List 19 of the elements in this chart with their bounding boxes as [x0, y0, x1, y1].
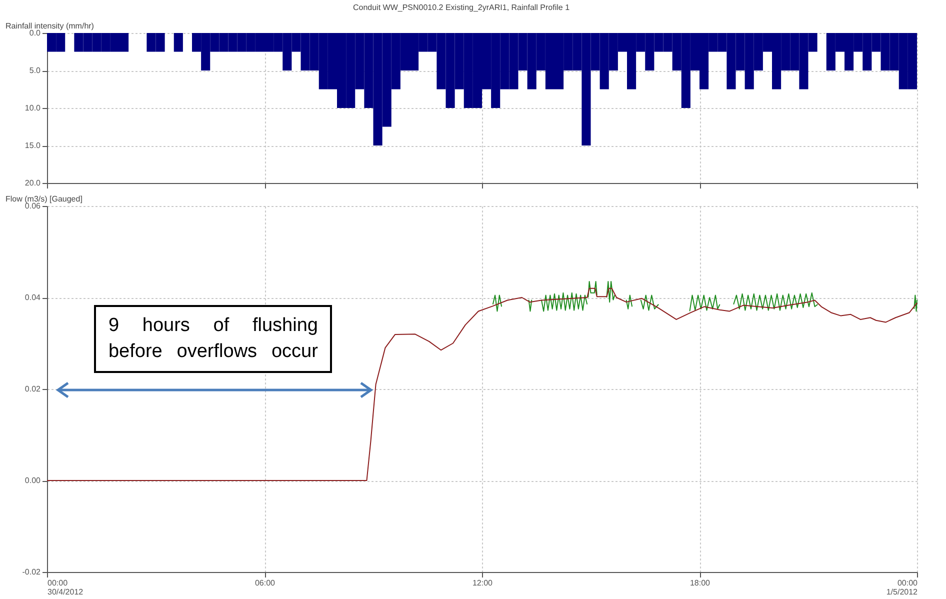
y-tick-label: 20.0: [24, 178, 42, 188]
x-tick-label: 12:00: [472, 578, 494, 588]
y-tick-label: -0.02: [22, 568, 42, 576]
y-tick-label: 15.0: [24, 141, 42, 150]
x-tick-label: 00:00 30/4/2012: [48, 578, 84, 596]
y-tick-label: 0.06: [24, 202, 42, 210]
y-tick-label: 0.0: [29, 28, 42, 38]
x-tick-label: 18:00: [690, 578, 711, 588]
x-tick-label: 06:00: [254, 578, 276, 588]
note-box: 9 hours of flushing before overflows occur: [94, 304, 332, 373]
x-tick-label: 00:00 1/5/2012: [886, 578, 918, 596]
y-tick-label: 5.0: [29, 66, 42, 75]
y-tick-label: 10.0: [24, 104, 42, 112]
chart-title: Conduit WW_PSN0010.2 Existing_2yrARI1, Rainfall Profile 1: [352, 3, 570, 12]
y-axis-title: Rainfall intensity (mm/hr): [6, 22, 94, 30]
y-tick-label: 0.00: [24, 476, 42, 485]
y-axis-title: Flow (m3/s) [Gauged]: [6, 194, 82, 204]
y-tick-label: 0.02: [24, 384, 42, 394]
y-tick-label: 0.04: [24, 293, 42, 302]
